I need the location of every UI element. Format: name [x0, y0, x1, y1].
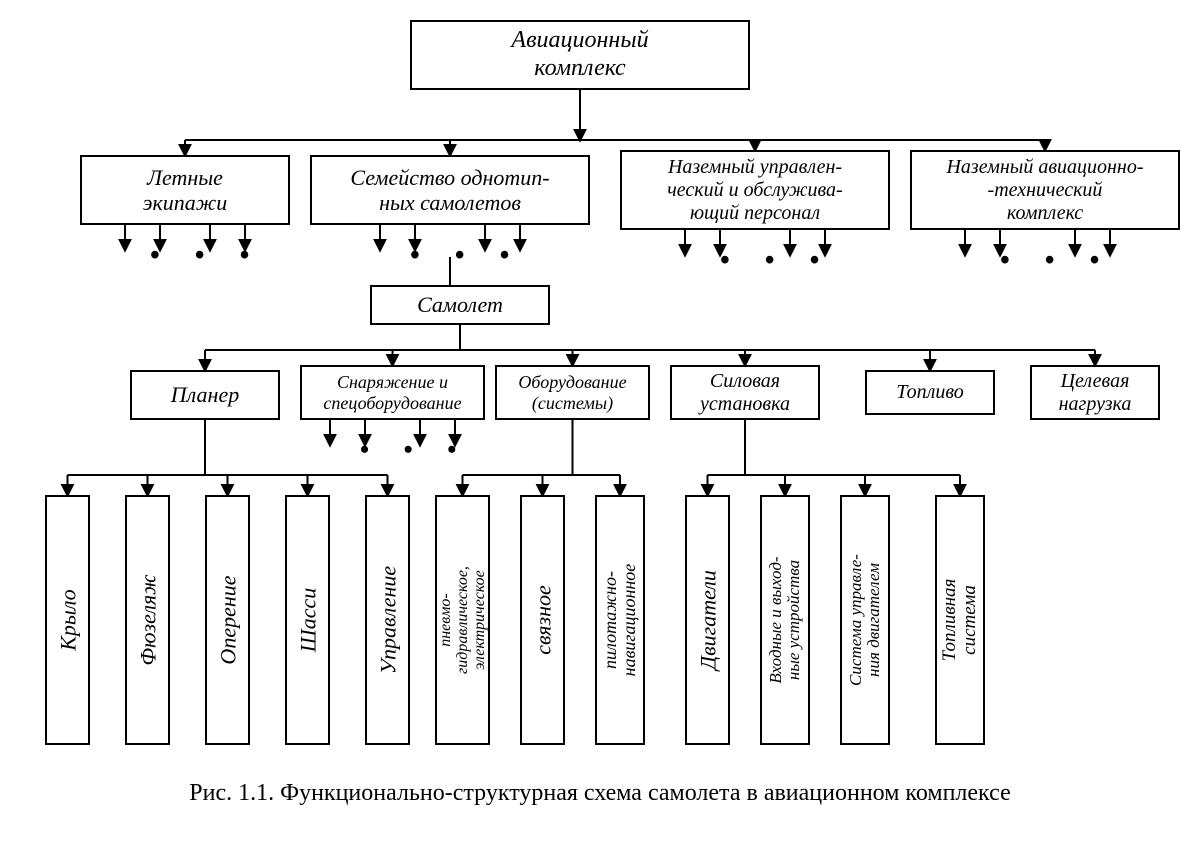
ellipsis-dots-l2-2: • • •: [720, 245, 833, 277]
leaf-Топливная-система-label: Топливнаясистема: [940, 495, 980, 745]
ellipsis-dots-equip: • • •: [360, 435, 470, 465]
leaf-Управление: Управление: [365, 495, 410, 745]
leaf-связное-label: связное: [531, 495, 554, 745]
leaf-Система-управле--ния-двигателем: Система управле-ния двигателем: [840, 495, 890, 745]
ellipsis-dots-l2-3: • • •: [1000, 245, 1113, 277]
leaf-связное: связное: [520, 495, 565, 745]
ellipsis-dots-l2-1: • • •: [410, 240, 523, 272]
leaf-Шасси: Шасси: [285, 495, 330, 745]
level2-ground2: Наземный авиационно--техническийкомплекс: [910, 150, 1180, 230]
leaf-Фюзеляж-label: Фюзеляж: [136, 495, 159, 745]
root-node: Авиационныйкомплекс: [410, 20, 750, 90]
leaf-пневмо--гидравлическое,-электрическое-label: пневмо-гидравлическое,электрическое: [437, 495, 487, 745]
level3-payload: Целеваянагрузка: [1030, 365, 1160, 420]
level3-power: Силоваяустановка: [670, 365, 820, 420]
leaf-Крыло: Крыло: [45, 495, 90, 745]
leaf-Система-управле--ния-двигателем-label: Система управле-ния двигателем: [847, 495, 883, 745]
leaf-Двигатели: Двигатели: [685, 495, 730, 745]
leaf-пилотажно--навигационное-label: пилотажно-навигационное: [601, 495, 639, 745]
leaf-Управление-label: Управление: [376, 495, 399, 745]
leaf-Двигатели-label: Двигатели: [696, 495, 719, 745]
aircraft-node: Самолет: [370, 285, 550, 325]
level2-crews: Летныеэкипажи: [80, 155, 290, 225]
level2-family: Семейство однотип-ных самолетов: [310, 155, 590, 225]
leaf-пневмо--гидравлическое,-электрическое: пневмо-гидравлическое,электрическое: [435, 495, 490, 745]
level3-equip: Снаряжение испецоборудование: [300, 365, 485, 420]
figure-caption: Рис. 1.1. Функционально-структурная схем…: [60, 780, 1140, 807]
leaf-Оперение: Оперение: [205, 495, 250, 745]
caption-text: Рис. 1.1. Функционально-структурная схем…: [189, 780, 1010, 806]
level3-airframe: Планер: [130, 370, 280, 420]
leaf-Крыло-label: Крыло: [56, 495, 79, 745]
leaf-Входные-и-выход--ные-устройства: Входные и выход-ные устройства: [760, 495, 810, 745]
leaf-Входные-и-выход--ные-устройства-label: Входные и выход-ные устройства: [767, 495, 803, 745]
level3-fuel: Топливо: [865, 370, 995, 415]
leaf-Шасси-label: Шасси: [296, 495, 319, 745]
leaf-Оперение-label: Оперение: [216, 495, 239, 745]
leaf-Топливная-система: Топливнаясистема: [935, 495, 985, 745]
level3-systems: Оборудование(системы): [495, 365, 650, 420]
leaf-Фюзеляж: Фюзеляж: [125, 495, 170, 745]
level2-ground1: Наземный управлен-ческий и обслужива-ющи…: [620, 150, 890, 230]
leaf-пилотажно--навигационное: пилотажно-навигационное: [595, 495, 645, 745]
ellipsis-dots-l2-0: • • •: [150, 240, 263, 272]
